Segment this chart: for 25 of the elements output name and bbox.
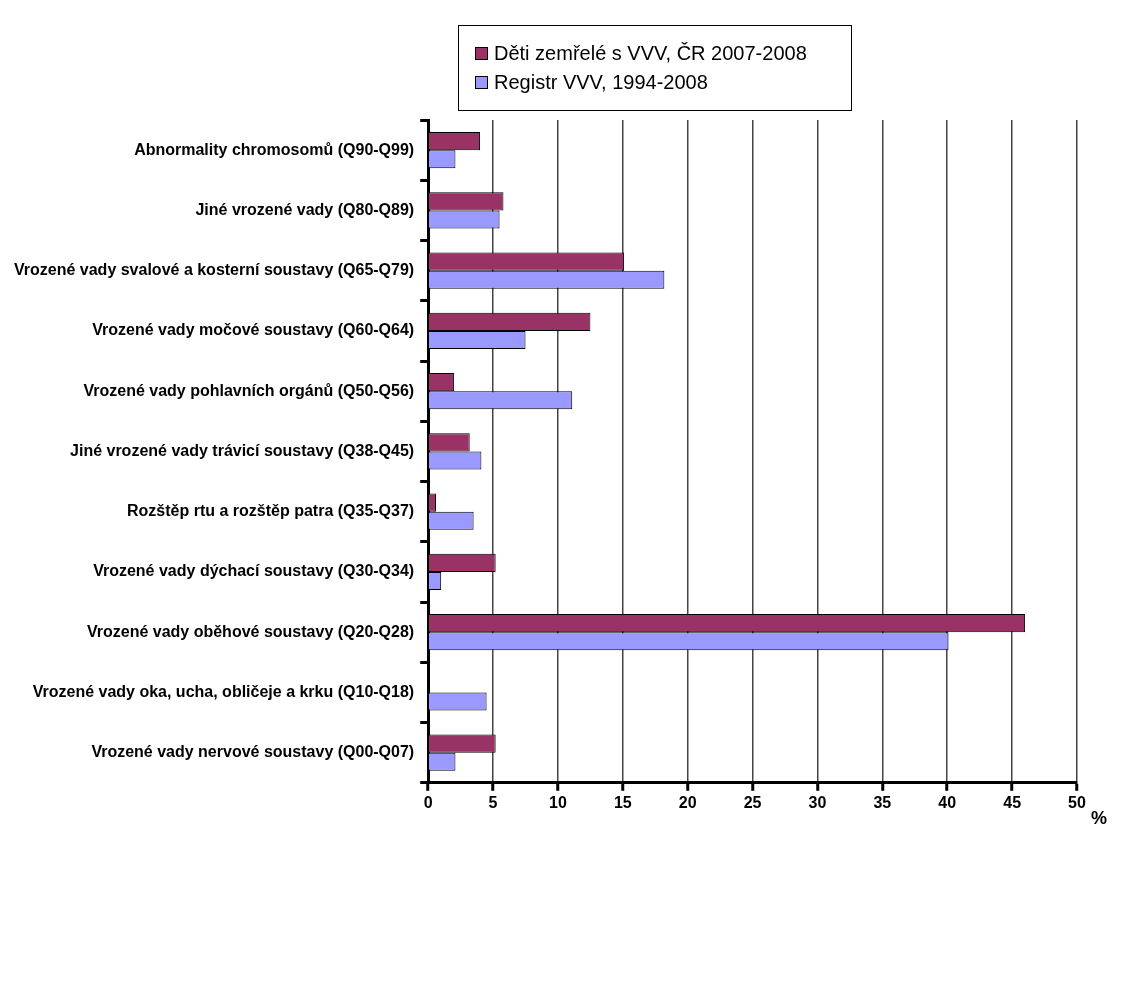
- x-tick-label: 45: [1003, 793, 1022, 811]
- y-tick-label: Abnormality chromosomů (Q90-Q99): [134, 140, 415, 158]
- y-tick-label: Jiné vrozené vady trávicí soustavy (Q38-Q45): [70, 441, 415, 459]
- x-axis-title: %: [1091, 807, 1108, 828]
- y-tick-label: Vrozené vady oběhové soustavy (Q20-Q28): [86, 622, 415, 640]
- x-tick-label: 15: [613, 793, 632, 811]
- legend-label: Registr VVV, 1994-2008: [494, 71, 708, 94]
- y-tick-label: Vrozené vady svalové a kosterní soustavy (Q65-Q79): [14, 261, 415, 279]
- x-tick-label: 25: [743, 793, 762, 811]
- y-tick-label: Vrozené vady dýchací soustavy (Q30-Q34): [93, 562, 415, 580]
- y-tick-label: Vrozené vady močové soustavy (Q60-Q64): [92, 321, 415, 339]
- x-tick-label: 50: [1068, 793, 1086, 811]
- y-tick-label: Vrozené vady oka, ucha, obličeje a krku (Q10-Q18): [32, 682, 415, 700]
- legend-label: Děti zemřelé s VVV, ČR 2007-2008: [494, 42, 807, 65]
- x-tick-label: 40: [938, 793, 957, 811]
- y-tick-label: Vrozené vady nervové soustavy (Q00-Q07): [91, 743, 415, 761]
- x-tick-label: 20: [678, 793, 697, 811]
- x-tick-label: 10: [549, 793, 567, 811]
- x-tick-label: 0: [423, 793, 433, 811]
- y-tick-label: Vrozené vady pohlavních orgánů (Q50-Q56): [83, 381, 415, 399]
- x-tick-label: 5: [488, 793, 498, 811]
- y-tick-label: Rozštěp rtu a rozštěp patra (Q35-Q37): [127, 502, 415, 520]
- x-tick-label: 35: [873, 793, 892, 811]
- y-tick-label: Jiné vrozené vady (Q80-Q89): [195, 200, 415, 218]
- x-tick-label: 30: [808, 793, 827, 811]
